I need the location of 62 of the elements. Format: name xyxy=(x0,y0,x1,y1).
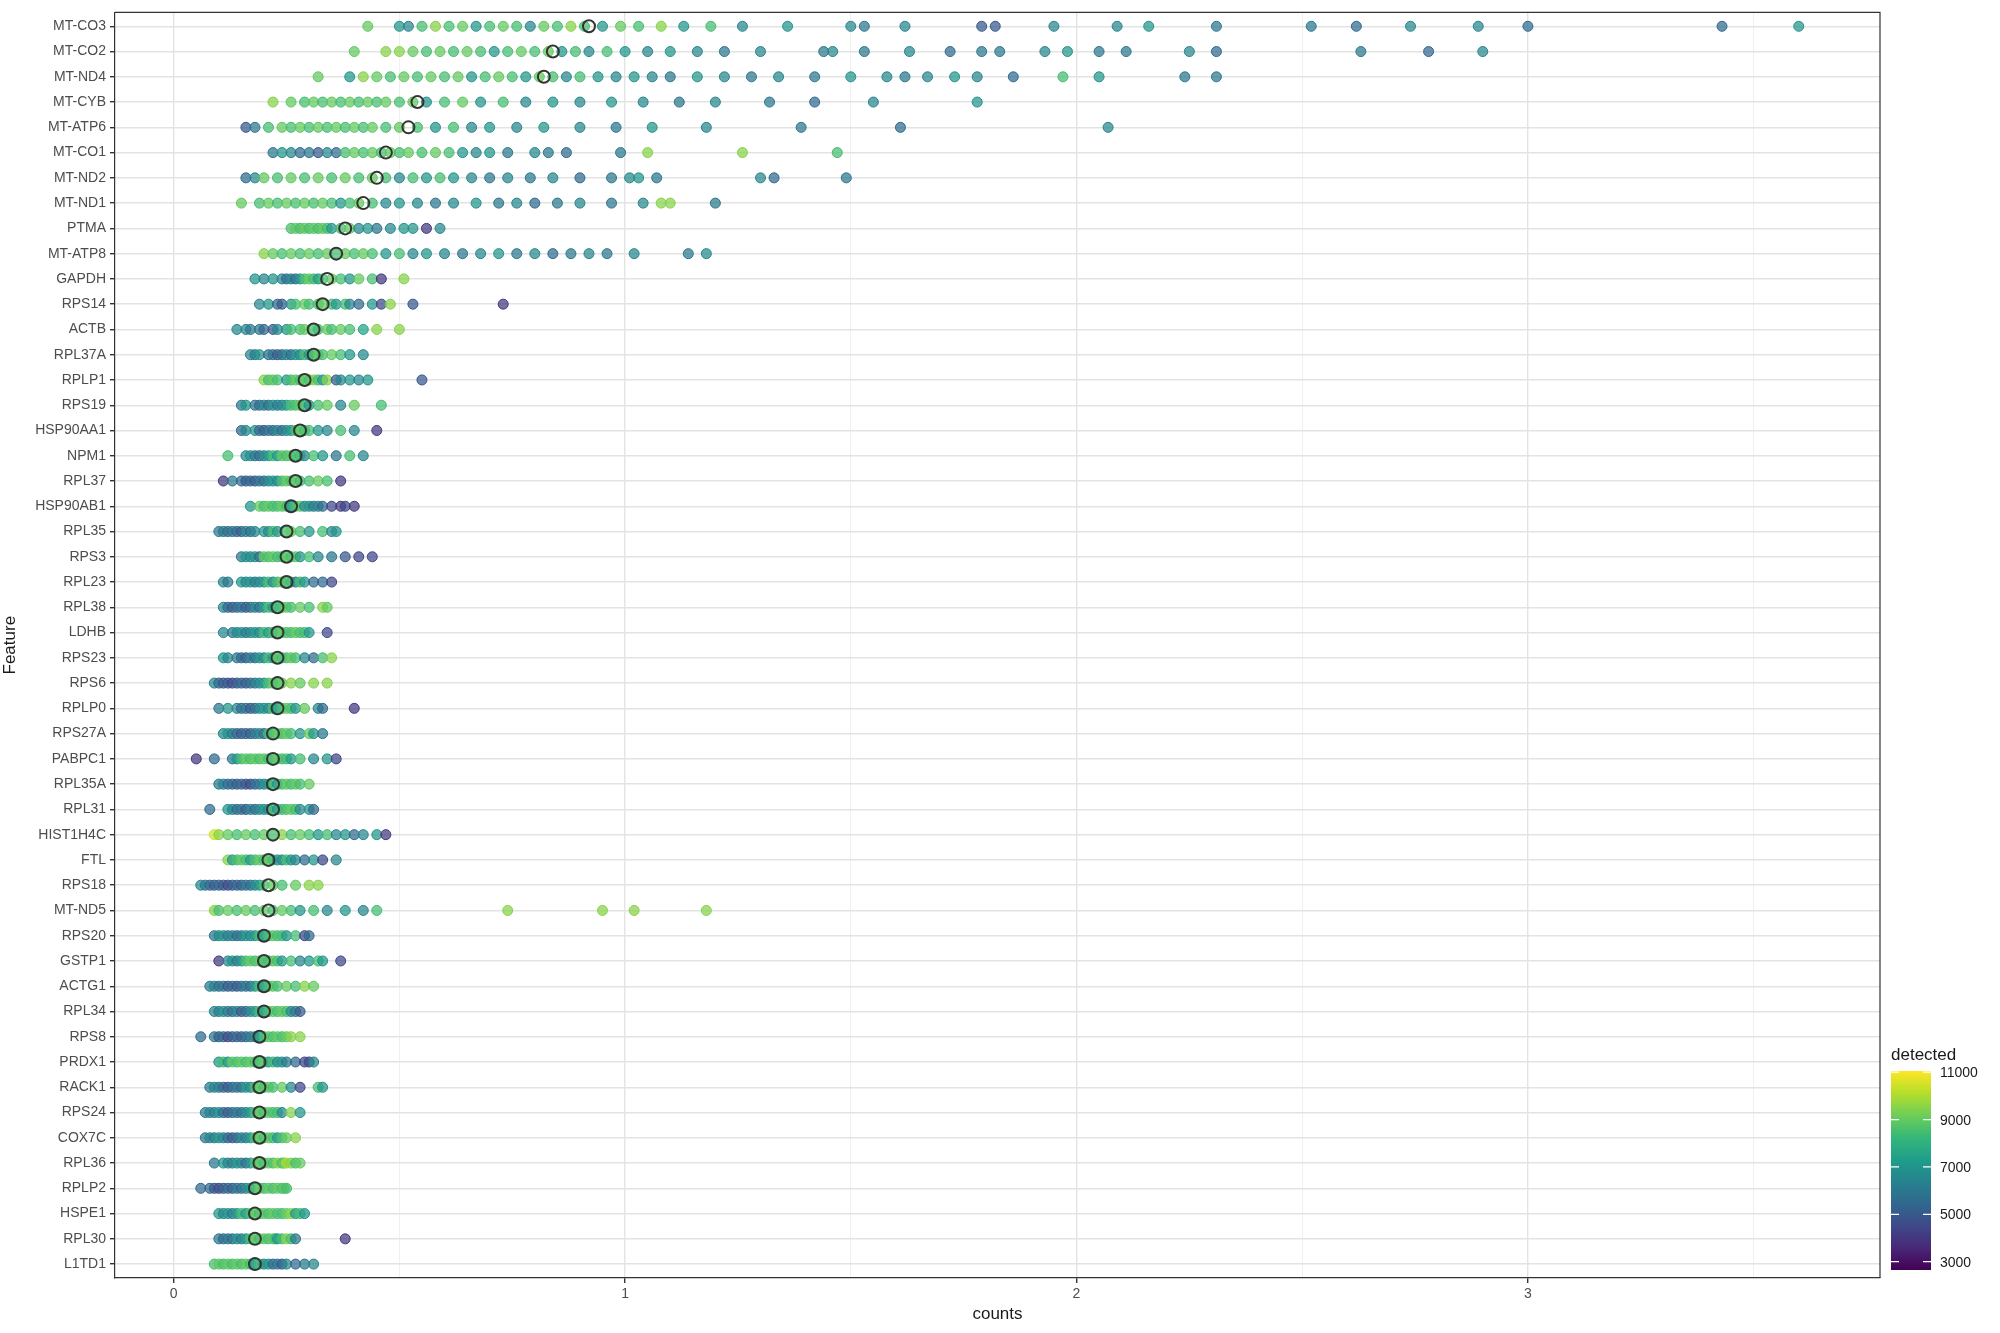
y-tick-label: L1TD1 xyxy=(63,1254,107,1271)
color-bar-label: 7000 xyxy=(1940,1158,1972,1175)
y-tick-label: RPS14 xyxy=(61,295,107,312)
y-tick-label: RPL35 xyxy=(63,522,107,539)
y-tick-label: HSP90AB1 xyxy=(35,497,107,514)
y-tick-label: RPS23 xyxy=(61,648,107,665)
y-tick-label: RACK1 xyxy=(59,1078,107,1095)
y-tick-label: RPL35A xyxy=(53,775,107,791)
y-tick-label: GSTP1 xyxy=(60,951,107,968)
color-bar-label: 11000 xyxy=(1940,1064,1979,1081)
y-tick-label: MT-CO3 xyxy=(53,17,107,34)
y-tick-label: NPM1 xyxy=(67,446,107,463)
y-tick-label: HSPE1 xyxy=(60,1204,107,1221)
y-tick-label: RPS20 xyxy=(61,926,107,943)
y-tick-label: LDHB xyxy=(68,623,106,640)
y-tick-label: RPL34 xyxy=(63,1002,107,1019)
x-tick-label: 1 xyxy=(621,1285,630,1302)
y-tick-label: MT-ND4 xyxy=(53,67,107,84)
y-tick-label: RPL37A xyxy=(53,345,107,362)
x-axis-title: counts xyxy=(972,1304,1023,1324)
y-tick-label: HIST1H4C xyxy=(38,825,106,842)
y-tick-label: RPS19 xyxy=(61,396,107,413)
x-tick-label: 3 xyxy=(1524,1285,1532,1302)
y-tick-label: RPL36 xyxy=(63,1153,107,1170)
y-tick-label: GAPDH xyxy=(56,269,106,286)
y-tick-label: MT-CO1 xyxy=(53,143,107,160)
y-tick-label: MT-ND1 xyxy=(53,193,107,210)
y-tick-label: RPS27A xyxy=(52,724,107,741)
y-axis-title: Feature xyxy=(0,615,19,675)
y-tick-label: MT-CO2 xyxy=(53,42,107,59)
y-tick-label: FTL xyxy=(81,850,107,867)
y-tick-label: RPL31 xyxy=(63,800,107,817)
y-tick-label: MT-ND5 xyxy=(53,901,107,918)
y-tick-label: RPS3 xyxy=(69,547,107,564)
y-tick-label: RPS6 xyxy=(69,673,107,690)
y-tick-label: RPS18 xyxy=(61,876,107,893)
y-tick-label: RPLP2 xyxy=(61,1179,107,1196)
y-tick-label: RPS24 xyxy=(61,1103,107,1120)
y-tick-label: PRDX1 xyxy=(59,1052,107,1069)
y-tick-label: RPL38 xyxy=(63,598,107,615)
y-tick-label: ACTG1 xyxy=(59,977,107,994)
y-tick-label: MT-ATP8 xyxy=(47,244,107,261)
y-tick-label: MT-ATP6 xyxy=(47,118,107,135)
y-tick-label: RPLP0 xyxy=(61,699,107,716)
x-tick-label: 2 xyxy=(1072,1285,1081,1302)
y-tick-label: PTMA xyxy=(67,219,107,236)
y-tick-label: PABPC1 xyxy=(51,749,107,766)
y-tick-label: RPLP1 xyxy=(61,370,107,387)
x-tick-label: 0 xyxy=(169,1285,178,1302)
y-tick-label: HSP90AA1 xyxy=(35,421,107,438)
color-bar-label: 3000 xyxy=(1940,1253,1972,1270)
y-tick-label: RPL30 xyxy=(63,1229,107,1246)
y-tick-label: RPL37 xyxy=(63,471,107,488)
color-bar-title: detected xyxy=(1891,1045,1957,1064)
color-bar-label: 5000 xyxy=(1940,1206,1972,1223)
y-tick-label: MT-ND2 xyxy=(53,168,107,185)
y-tick-label: RPL23 xyxy=(63,572,107,589)
y-tick-label: ACTB xyxy=(68,320,106,337)
y-tick-label: RPS8 xyxy=(69,1027,107,1044)
y-tick-label: COX7C xyxy=(57,1128,106,1145)
color-bar-label: 9000 xyxy=(1940,1111,1972,1128)
y-tick-label: MT-CYB xyxy=(53,92,106,109)
